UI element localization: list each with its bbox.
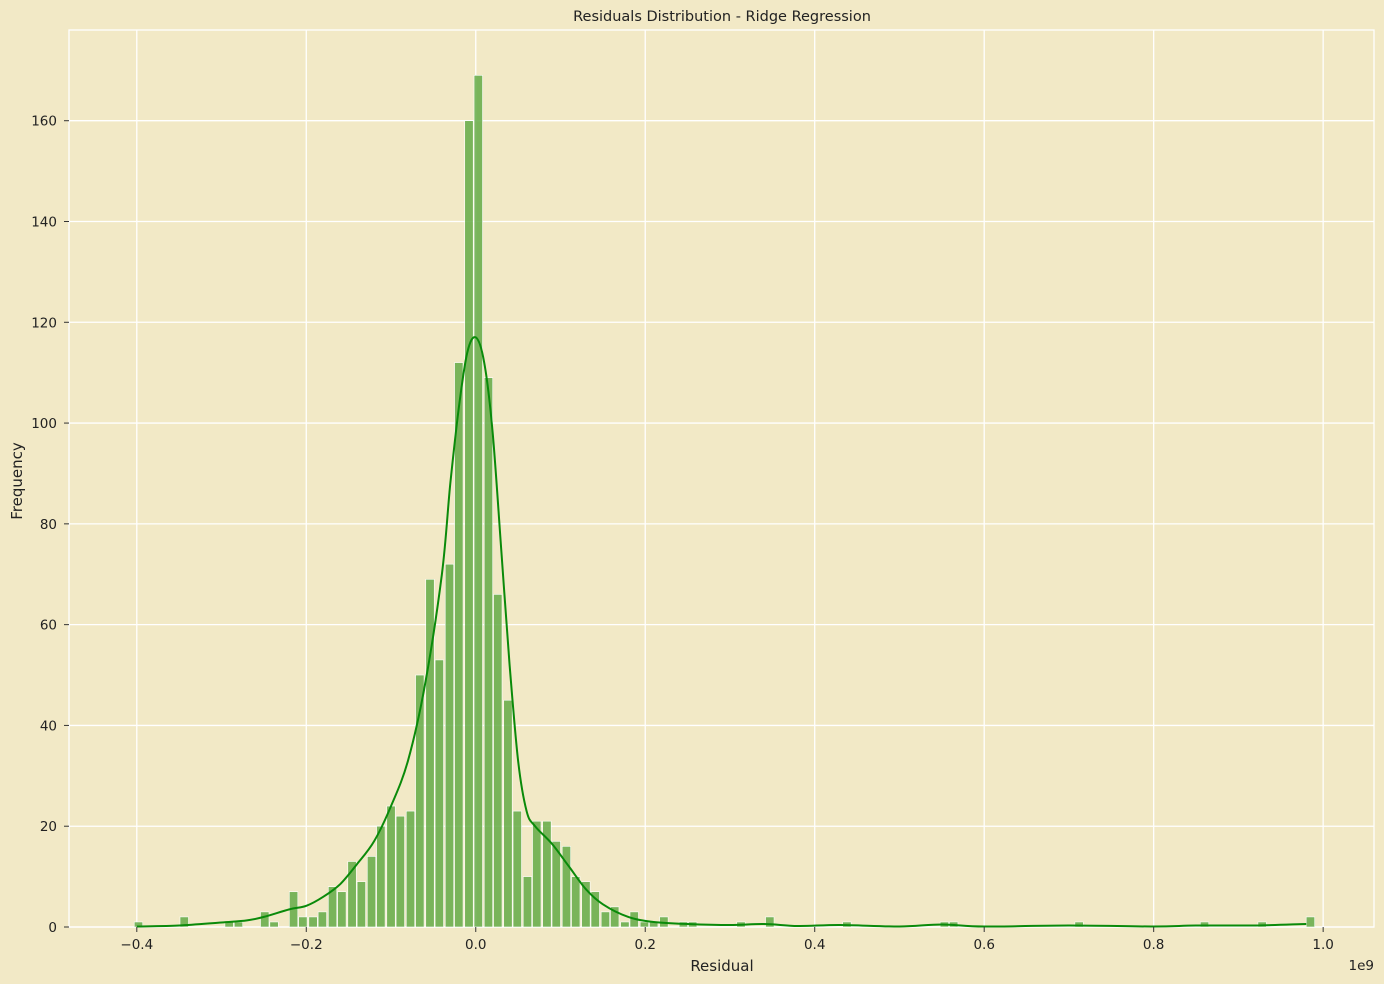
x-axis-ticks: −0.4 −0.2 0.0 0.2 0.4 0.6 0.8 1.0: [120, 927, 1334, 953]
histogram-bar: [532, 820, 542, 928]
x-tick-label: 0.0: [465, 937, 486, 953]
y-tick-label: 120: [31, 315, 57, 331]
histogram-bar: [425, 578, 435, 928]
x-tick-label: −0.2: [290, 937, 323, 953]
y-tick-label: 100: [31, 416, 57, 432]
histogram-bar: [415, 674, 425, 928]
histogram-bar: [347, 861, 357, 928]
histogram-bar: [765, 916, 775, 928]
x-tick-label: 0.4: [804, 937, 825, 953]
histogram-bar: [620, 921, 630, 928]
histogram-bar: [386, 805, 396, 928]
x-tick-label: 0.6: [973, 937, 994, 953]
histogram-bar: [551, 841, 561, 928]
x-tick-label: 1.0: [1312, 937, 1333, 953]
histogram-bar: [405, 810, 416, 928]
x-tick-label: −0.4: [120, 937, 153, 953]
histogram-bar: [610, 906, 620, 928]
y-tick-label: 60: [40, 618, 57, 634]
x-tick-label: 0.2: [634, 937, 655, 953]
histogram-bar: [317, 911, 327, 928]
histogram-bar: [522, 876, 532, 928]
histogram-bar: [376, 825, 386, 928]
histogram-bar: [1074, 921, 1084, 928]
histogram-bar: [561, 846, 571, 928]
y-tick-label: 140: [31, 214, 57, 230]
histogram-bar: [571, 876, 581, 928]
y-tick-label: 20: [40, 819, 57, 835]
histogram-bar: [512, 810, 522, 928]
chart-title: Residuals Distribution - Ridge Regressio…: [573, 9, 871, 25]
histogram-bar: [356, 881, 366, 928]
y-axis-label: Frequency: [8, 442, 26, 520]
histogram-bar: [483, 377, 494, 928]
histogram-bar: [1305, 916, 1315, 928]
histogram-bar: [493, 594, 503, 928]
y-tick-label: 80: [40, 517, 57, 533]
histogram-bar: [542, 820, 552, 928]
histogram-bar: [395, 815, 405, 928]
y-tick-label: 0: [48, 920, 57, 936]
histogram-bar: [473, 75, 483, 928]
y-tick-label: 40: [40, 718, 57, 734]
y-tick-label: 160: [31, 114, 57, 130]
histogram-bar: [298, 916, 308, 928]
grid: [68, 29, 1375, 928]
plot-frame: [68, 29, 1375, 928]
histogram-bar: [260, 911, 270, 928]
x-axis-offset-label: 1e9: [1349, 958, 1374, 974]
histogram-bar: [444, 563, 455, 928]
histogram-bar: [503, 699, 513, 928]
histogram-bar: [328, 886, 338, 928]
histogram-bar: [464, 120, 474, 928]
histogram-bar: [639, 921, 649, 928]
histogram-bar: [434, 659, 444, 928]
x-axis-label: Residual: [690, 957, 753, 975]
kde-curve: [136, 336, 1307, 928]
histogram-bar: [454, 362, 464, 928]
x-tick-label: 0.8: [1143, 937, 1164, 953]
histogram-bar: [308, 916, 318, 928]
histogram-bar: [269, 921, 279, 928]
histogram-bar: [366, 856, 377, 928]
histogram-bar: [590, 891, 600, 928]
y-axis-ticks: 0 20 40 60 80 100 120 140 160: [31, 114, 69, 936]
histogram-bar: [179, 916, 189, 928]
histogram-bar: [337, 891, 347, 928]
histogram-bar: [600, 911, 610, 928]
histogram-bar: [233, 921, 244, 928]
histogram-bar: [581, 881, 591, 928]
histogram-bars: [133, 75, 1315, 928]
